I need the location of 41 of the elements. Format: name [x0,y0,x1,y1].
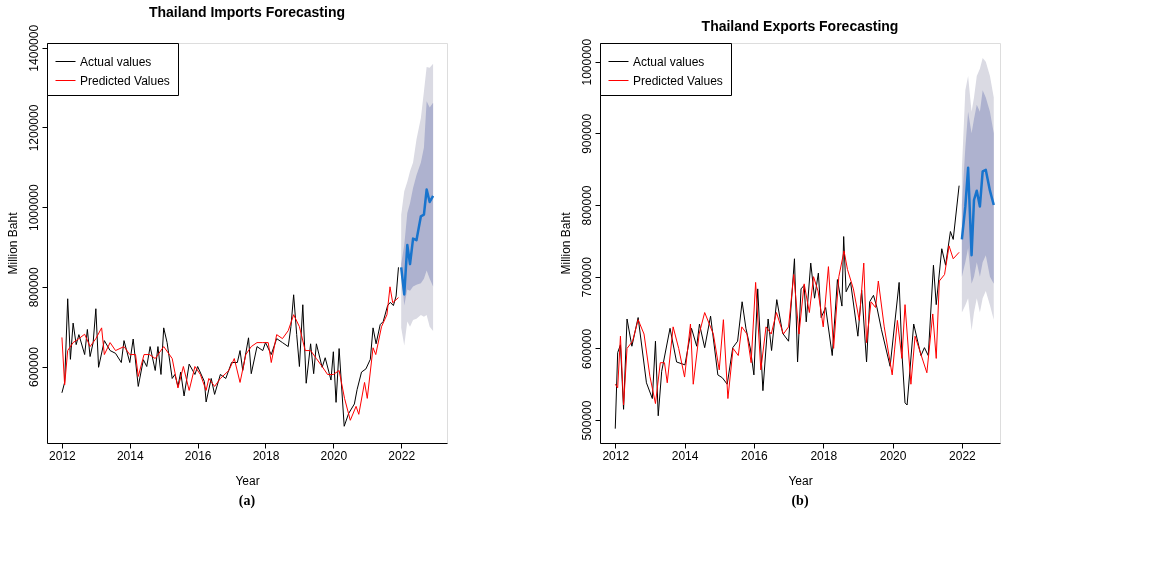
y-tick-label: 800000 [579,185,594,226]
line-series [61,286,399,421]
x-tick-label: 2022 [388,448,416,463]
chart-title: Thailand Exports Forecasting [701,18,899,35]
x-tick-label: 2012 [602,448,630,463]
line-series [399,188,435,296]
legend-label: Predicted Values [633,73,723,88]
y-tick-label: 1200000 [26,104,41,152]
x-tick-label: 2014 [671,448,699,463]
line-series [960,166,996,257]
legend-label: Predicted Values [80,73,170,88]
x-axis-title: Year [788,473,813,488]
legend-label: Actual values [80,54,152,69]
y-tick-label: 1000000 [26,183,41,231]
x-tick-label: 2022 [949,448,977,463]
text: (a) [238,493,256,509]
x-tick-label: 2018 [810,448,838,463]
line-series [614,245,960,406]
x-tick-label: 2020 [879,448,907,463]
x-axis-title: Year [235,473,260,488]
x-tick-label: 2018 [252,448,280,463]
x-tick-label: 2016 [184,448,212,463]
y-axis-title: Million Baht [558,211,573,275]
x-tick-label: 2016 [741,448,769,463]
y-tick-label: 800000 [26,266,41,308]
y-tick-label: 900000 [579,113,594,154]
y-tick-label: 1400000 [26,24,41,72]
y-tick-label: 1000000 [579,38,594,86]
line-series [61,266,399,427]
legend-label: Actual values [633,54,705,69]
x-tick-label: 2012 [49,448,77,463]
y-tick-label: 500000 [579,400,594,441]
text: (b) [791,493,809,509]
y-tick-label: 600000 [579,328,594,369]
x-tick-label: 2020 [320,448,348,463]
chart-title: Thailand Imports Forecasting [148,4,346,21]
y-tick-label: 600000 [26,346,41,388]
line-series [614,185,960,430]
y-axis-title: Million Baht [5,211,20,275]
x-tick-label: 2014 [116,448,144,463]
y-tick-label: 700000 [579,256,594,298]
